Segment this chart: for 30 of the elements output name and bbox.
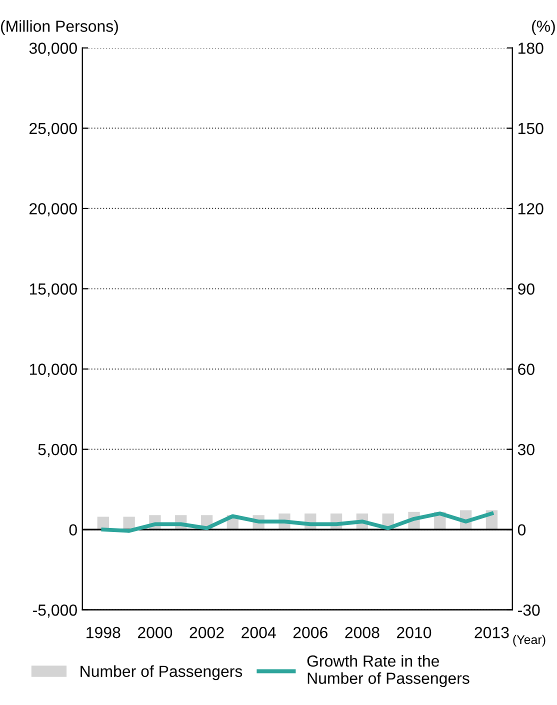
y-tick-label: 10,000 [30, 364, 77, 377]
x-tick-label: 2006 [293, 626, 328, 638]
y-tick-label: 5,000 [38, 444, 77, 458]
y-tick-label: 30,000 [29, 42, 77, 56]
x-tick-label: 2010 [397, 626, 432, 638]
y2-tick-label: 180 [518, 42, 544, 54]
y-tick-label: -5,000 [33, 604, 77, 618]
y2-tick-label: 120 [518, 203, 544, 214]
y-tick-label: 25,000 [30, 122, 77, 136]
y-tick-label: 0 [69, 524, 77, 536]
x-tick-label: 2000 [138, 626, 172, 638]
x-axis-title: (Year) [513, 634, 546, 647]
legend-label: Number of Passengers [80, 665, 242, 680]
y2-tick-label: -30 [518, 604, 540, 616]
x-tick-label: 2002 [190, 626, 224, 638]
line-series [101, 512, 494, 533]
y2-tick-label: 90 [518, 283, 534, 295]
legend-label: Growth Rate in the Number of Passengers [307, 655, 470, 688]
y-axis-title: (Million Persons) [0, 20, 118, 36]
y2-tick-label: 150 [518, 122, 544, 134]
y2-tick-label: 0 [518, 524, 526, 536]
x-tick-label: 2004 [242, 626, 276, 638]
x-tick-label: 2013 [474, 626, 509, 638]
y2-tick-label: 30 [518, 444, 534, 456]
y-tick-label: 15,000 [30, 283, 77, 297]
y2-axis-title: (%) [532, 20, 555, 36]
y2-tick-label: 60 [518, 364, 534, 375]
y-tick-label: 20,000 [30, 203, 77, 216]
x-tick-label: 1998 [86, 626, 120, 638]
x-tick-label: 2008 [345, 626, 380, 638]
